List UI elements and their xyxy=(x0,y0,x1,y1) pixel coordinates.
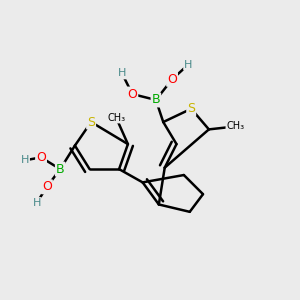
Text: O: O xyxy=(36,151,46,164)
Text: CH₃: CH₃ xyxy=(107,112,125,123)
Text: O: O xyxy=(128,88,137,100)
Text: B: B xyxy=(56,163,64,176)
Text: S: S xyxy=(187,102,195,115)
Text: CH₃: CH₃ xyxy=(226,122,244,131)
Text: H: H xyxy=(118,68,126,78)
Text: O: O xyxy=(42,180,52,193)
Text: H: H xyxy=(32,198,41,208)
Text: H: H xyxy=(21,155,29,165)
Text: O: O xyxy=(167,73,177,86)
Text: S: S xyxy=(87,116,95,128)
Text: H: H xyxy=(184,60,193,70)
Text: B: B xyxy=(152,93,160,106)
